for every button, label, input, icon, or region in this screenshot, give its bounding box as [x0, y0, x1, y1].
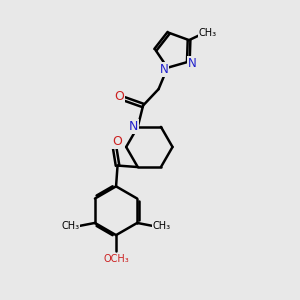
Text: O: O [114, 90, 124, 103]
Text: OCH₃: OCH₃ [103, 254, 129, 265]
Text: O: O [112, 135, 122, 148]
Text: N: N [129, 120, 138, 134]
Text: N: N [188, 57, 196, 70]
Text: CH₃: CH₃ [152, 221, 171, 231]
Text: CH₃: CH₃ [199, 28, 217, 38]
Text: N: N [160, 63, 168, 76]
Text: N: N [129, 120, 138, 134]
Text: CH₃: CH₃ [61, 221, 80, 231]
